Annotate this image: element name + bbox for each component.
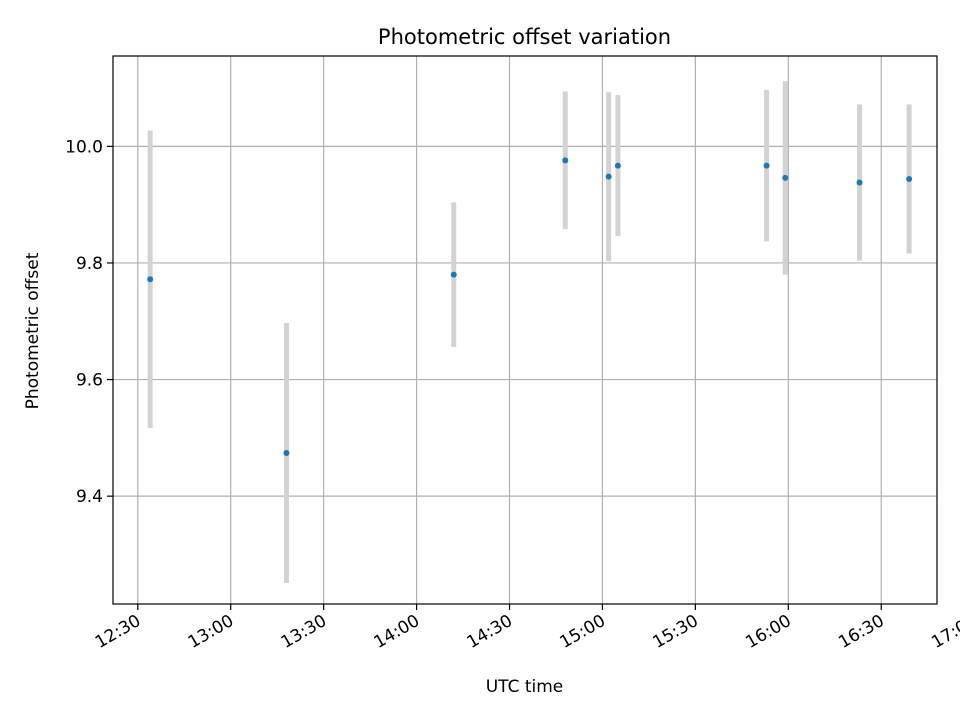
data-point xyxy=(906,176,913,183)
y-axis-ticks: 9.4 9.6 9.8 10.0 xyxy=(65,137,113,507)
data-points xyxy=(147,157,913,457)
data-point xyxy=(283,450,290,457)
grid xyxy=(113,56,937,604)
data-point xyxy=(562,157,569,164)
data-point xyxy=(856,179,863,186)
data-point xyxy=(614,162,621,169)
data-point xyxy=(763,162,770,169)
y-tick-label: 10.0 xyxy=(65,137,103,157)
data-point xyxy=(147,276,154,283)
y-tick-label: 9.6 xyxy=(76,371,103,391)
data-point xyxy=(450,271,457,278)
y-axis-label: Photometric offset xyxy=(23,252,43,409)
data-point xyxy=(605,173,612,180)
data-point xyxy=(782,174,789,181)
x-axis-label: UTC time xyxy=(486,677,564,697)
chart-title: Photometric offset variation xyxy=(378,25,671,49)
y-tick-label: 9.8 xyxy=(76,254,103,274)
y-tick-label: 9.4 xyxy=(76,487,103,507)
plot-frame xyxy=(112,55,938,605)
